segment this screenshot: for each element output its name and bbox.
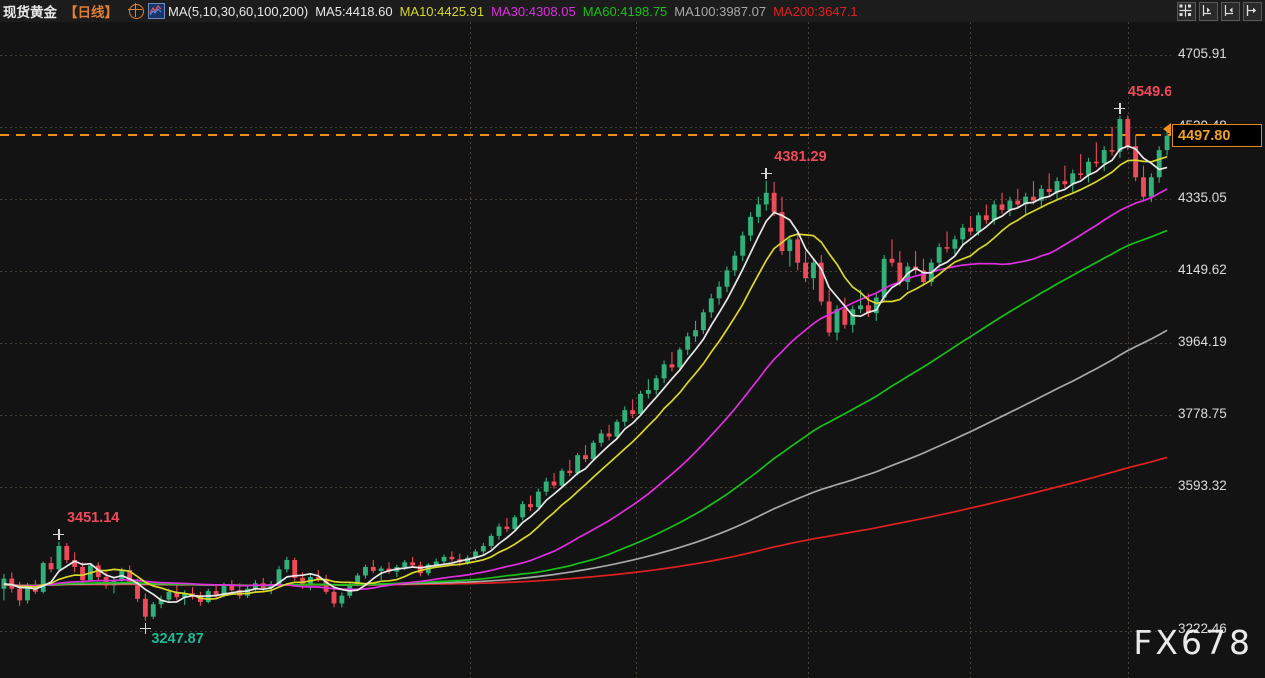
crosshair-tool-button[interactable] <box>1177 2 1196 21</box>
chart-plot-area[interactable]: 4549.69 4381.29 3451.14 3247.87 <box>0 22 1171 678</box>
swing-marker <box>760 167 772 179</box>
ma30-value: MA30:4308.05 <box>491 3 576 19</box>
gridline-vertical <box>970 22 971 678</box>
ma-config-label: MA(5,10,30,60,100,200) <box>168 3 309 19</box>
gridline-vertical <box>470 22 471 678</box>
gridline-vertical <box>636 22 637 678</box>
gridline-horizontal <box>0 342 1171 344</box>
axis-tick-label: 4705.91 <box>1178 45 1227 61</box>
swing-marker <box>139 622 151 634</box>
gridline-horizontal <box>0 414 1171 416</box>
ma10-value: MA10:4425.91 <box>399 3 485 19</box>
axis-tick-label: 4335.05 <box>1178 189 1227 205</box>
current-price-line <box>0 134 1171 137</box>
gridline-horizontal <box>0 630 1171 632</box>
candlestick-and-ma-layer <box>1 115 1170 621</box>
high-annotation: 4549.69 <box>1127 83 1171 100</box>
axis-tick-label: 3593.32 <box>1178 477 1227 493</box>
fx678-watermark: FX678 <box>1133 623 1253 662</box>
low-annotation: 3247.87 <box>151 630 204 647</box>
mini-chart-icon[interactable] <box>148 3 165 19</box>
axis-tick-label: 4149.62 <box>1178 261 1227 277</box>
zoom-out-tool-button[interactable] <box>1199 2 1218 21</box>
high-annotation: 3451.14 <box>66 509 120 526</box>
price-axis[interactable]: 4705.914520.484335.054149.623964.193778.… <box>1163 22 1265 678</box>
ma-line-ma5 <box>3 145 1168 604</box>
price-arrow-icon <box>1163 123 1171 136</box>
gridline-horizontal <box>0 198 1171 200</box>
axis-tick-label: 3778.75 <box>1178 405 1227 421</box>
axis-tick-label: 3964.19 <box>1178 333 1227 349</box>
gridline-horizontal <box>0 126 1171 128</box>
period-label: 【日线】 <box>64 5 118 20</box>
ma-line-ma10 <box>3 155 1168 600</box>
swing-marker <box>1114 102 1126 114</box>
chart-toolbar <box>1177 2 1262 21</box>
high-annotation: 4381.29 <box>774 148 827 165</box>
symbol-label: 现货黄金 <box>3 5 57 20</box>
current-price-badge[interactable]: 4497.80 <box>1172 124 1262 148</box>
gridline-horizontal <box>0 270 1171 272</box>
chart-header: 现货黄金 【日线】 MA(5,10,30,60,100,200) MA5:441… <box>0 0 1265 22</box>
ma60-value: MA60:4198.75 <box>582 3 668 19</box>
gridline-horizontal <box>0 54 1171 56</box>
ma-line-ma30 <box>3 188 1168 591</box>
swing-marker <box>53 528 65 540</box>
zoom-in-tool-button[interactable] <box>1221 2 1240 21</box>
ma200-value: MA200:3647.1 <box>773 3 858 19</box>
ma-line-ma200 <box>3 456 1168 587</box>
ma5-value: MA5:4418.60 <box>315 3 393 19</box>
gridline-vertical <box>808 22 809 678</box>
gridline-horizontal <box>0 486 1171 488</box>
axis-tick-label: 3222.46 <box>1178 621 1227 637</box>
ma100-value: MA100:3987.07 <box>674 3 767 19</box>
scroll-right-tool-button[interactable] <box>1243 2 1262 21</box>
ma-line-ma60 <box>3 229 1168 587</box>
crosshair-icon[interactable] <box>128 2 144 19</box>
